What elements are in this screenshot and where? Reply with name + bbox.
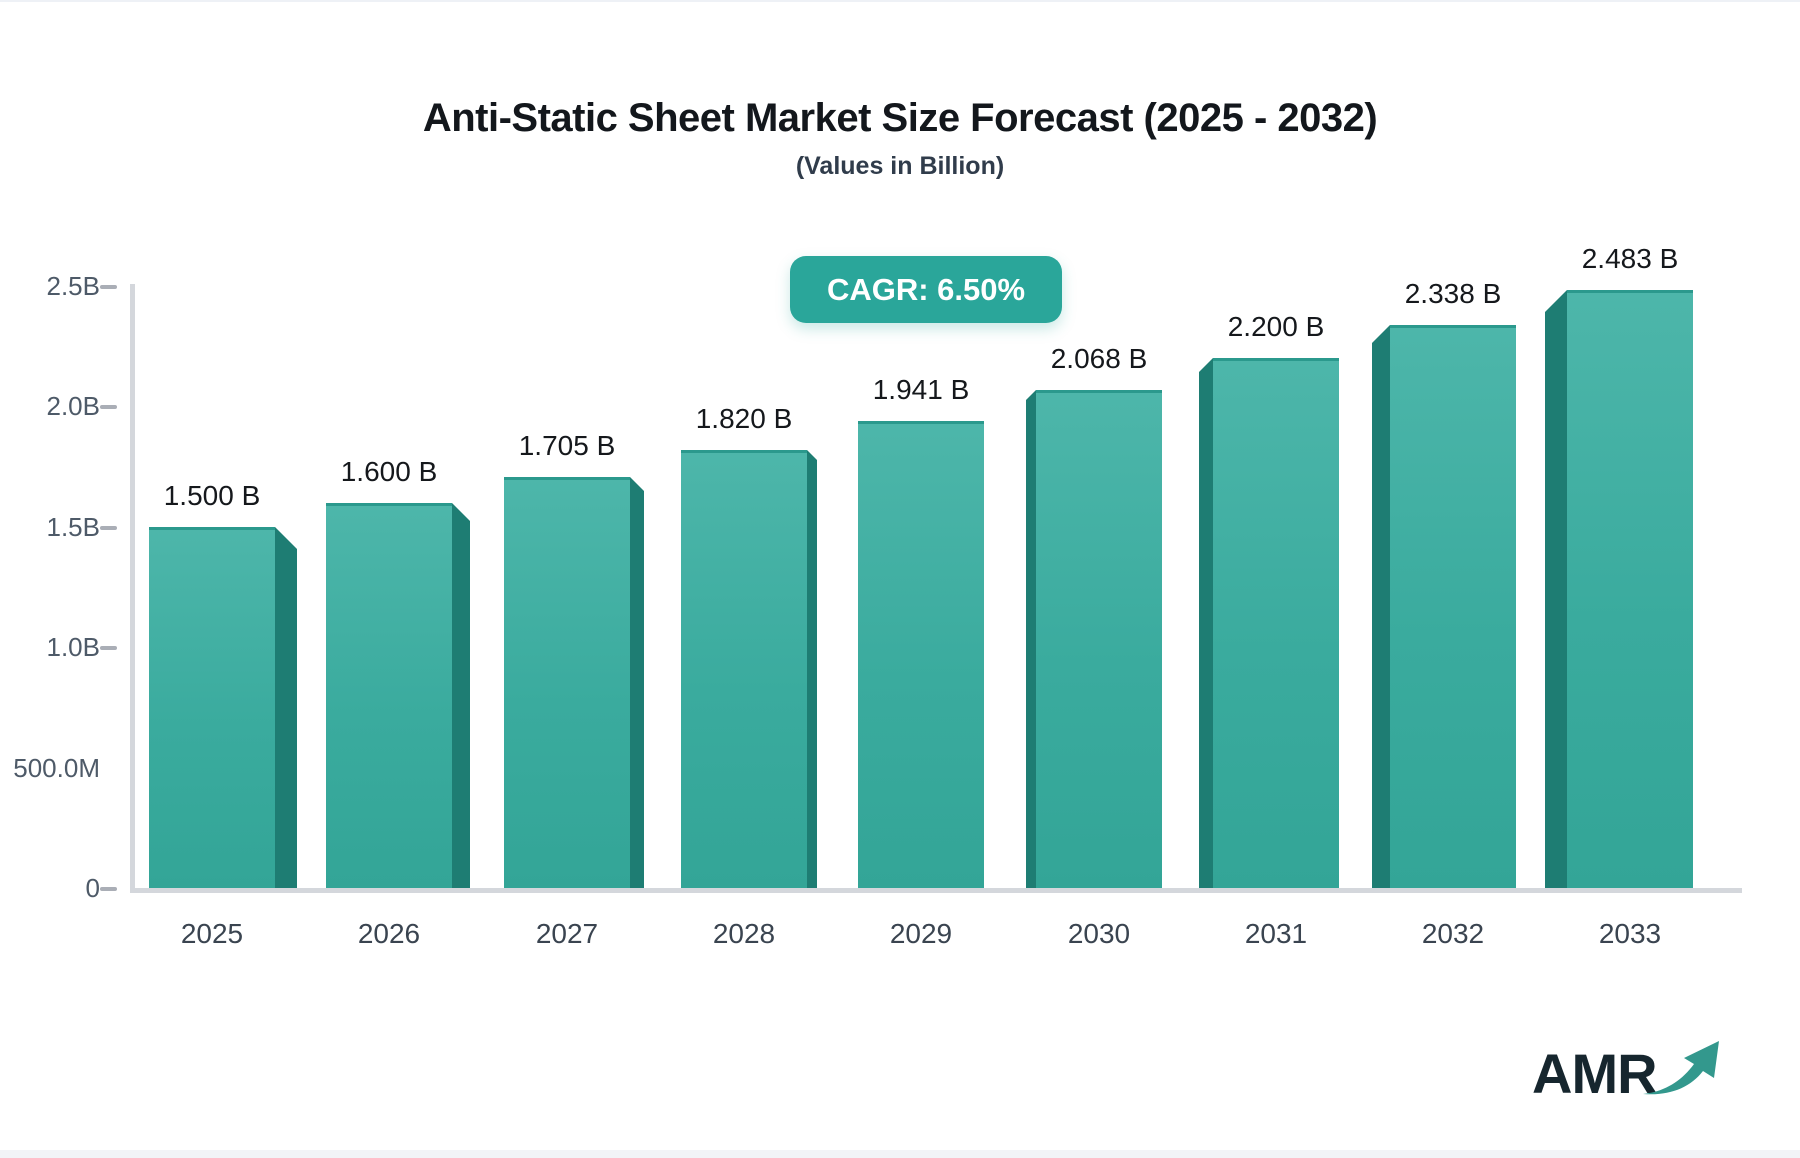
bar (326, 503, 452, 888)
bar-side-face (1545, 290, 1567, 888)
y-tick-label: 0 (85, 873, 100, 903)
bar-side-face (1199, 358, 1213, 888)
bar-value-label: 1.941 B (872, 374, 970, 405)
bar (1213, 358, 1339, 888)
y-axis-tick (100, 646, 117, 650)
amr-logo-text: AMR (1532, 1042, 1658, 1105)
x-tick-label: 2025 (180, 918, 244, 949)
growth-arrow-icon (1642, 1041, 1719, 1095)
y-tick-label: 2.0B (46, 391, 101, 421)
x-tick-label: 2033 (1598, 918, 1662, 949)
y-axis-tick (100, 526, 117, 530)
x-tick-label: 2027 (535, 918, 599, 949)
chart-subtitle: (Values in Billion) (795, 152, 1005, 180)
amr-logo: AMR (1532, 1038, 1725, 1102)
bar (504, 477, 630, 888)
chart-title: Anti-Static Sheet Market Size Forecast (… (422, 96, 1378, 140)
bar-side-face (275, 527, 297, 888)
bottom-edge-strip (0, 1150, 1800, 1158)
bar-side-face (452, 503, 470, 888)
y-tick-label: 2.5B (46, 271, 101, 301)
bar-side-face (807, 450, 817, 888)
bar (1036, 390, 1162, 888)
bar-side-face (1026, 390, 1036, 888)
y-tick-label: 1.0B (46, 632, 101, 662)
bar-value-label: 1.500 B (163, 480, 261, 511)
bar-value-label: 1.705 B (518, 430, 616, 461)
bar-value-label: 1.600 B (340, 456, 438, 487)
x-tick-label: 2031 (1244, 918, 1308, 949)
x-tick-label: 2026 (357, 918, 421, 949)
bar-value-label: 2.338 B (1404, 278, 1502, 309)
bar (1567, 290, 1693, 888)
bar-side-face (630, 477, 644, 888)
x-axis-line (130, 888, 1742, 893)
cagr-badge: CAGR: 6.50% (790, 256, 1062, 323)
bar (858, 421, 984, 888)
bar (681, 450, 807, 888)
x-tick-label: 2032 (1421, 918, 1485, 949)
bar (149, 527, 275, 888)
y-axis-tick (100, 405, 117, 409)
bar-value-label: 2.483 B (1581, 243, 1679, 274)
x-tick-label: 2030 (1067, 918, 1131, 949)
cagr-badge-label: CAGR: 6.50% (826, 271, 1026, 307)
bar-value-label: 1.820 B (695, 403, 793, 434)
bar-value-label: 2.068 B (1050, 343, 1148, 374)
bar (1390, 325, 1516, 888)
bar-value-label: 2.200 B (1227, 311, 1325, 342)
y-axis-tick (100, 285, 117, 289)
y-tick-label: 1.5B (46, 512, 101, 542)
x-tick-label: 2029 (889, 918, 953, 949)
y-axis-line (130, 284, 135, 893)
y-tick-label: 500.0M (13, 753, 100, 783)
y-axis-tick (100, 887, 117, 891)
x-tick-label: 2028 (712, 918, 776, 949)
bar-side-face (1372, 325, 1390, 888)
